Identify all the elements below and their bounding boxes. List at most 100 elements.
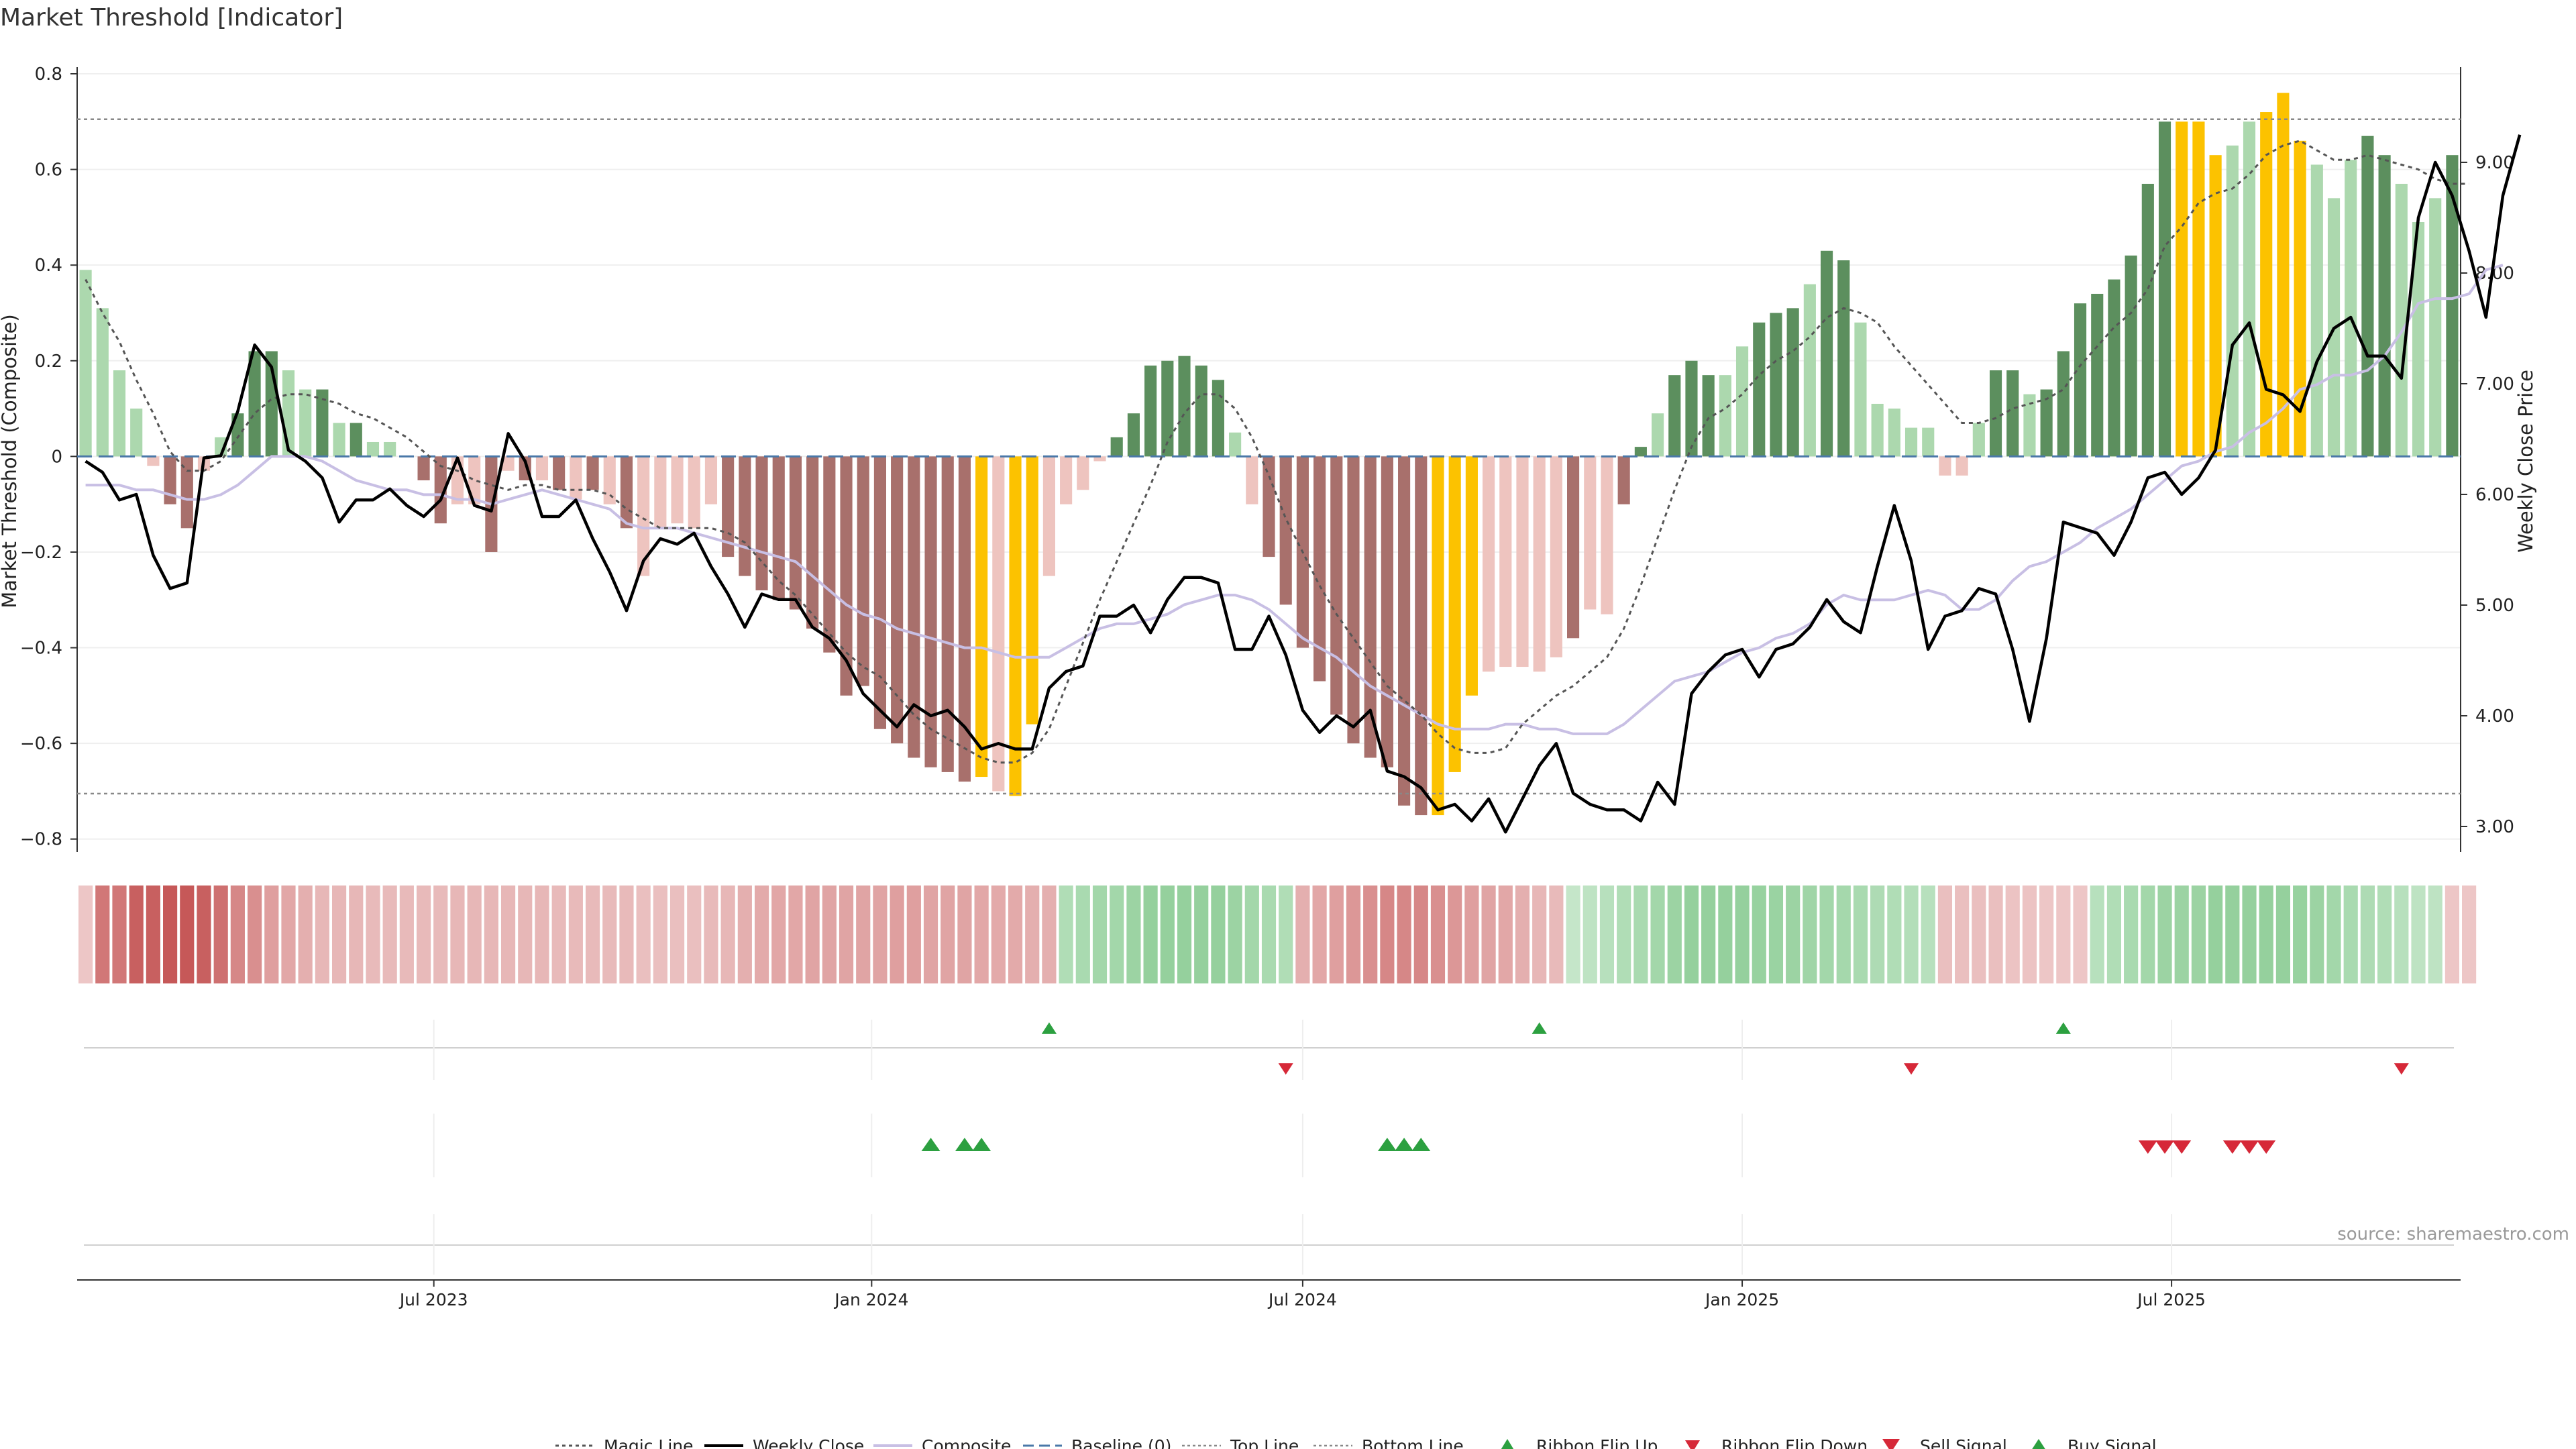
composite-bar	[586, 456, 599, 490]
composite-bar	[2006, 370, 2019, 457]
ribbon-cell	[1650, 885, 1665, 983]
ribbon-cell	[433, 885, 448, 983]
composite-bar	[2260, 112, 2273, 457]
legend-label: Baseline (0)	[1071, 1436, 1171, 1449]
composite-bar	[130, 409, 143, 457]
ribbon-cell	[1059, 885, 1073, 983]
source-note: source: sharemaestro.com	[2337, 1224, 2569, 1244]
y2-tick-label: 3.00	[2475, 817, 2514, 837]
ribbon-cell	[2005, 885, 2020, 983]
composite-bar	[722, 456, 735, 557]
signal-panel	[433, 1114, 2276, 1177]
ribbon-cell	[923, 885, 938, 983]
composite-bar	[1685, 360, 1698, 457]
ribbon-cell	[1143, 885, 1158, 983]
ribbon-cell	[349, 885, 364, 983]
composite-bar	[316, 389, 329, 457]
ribbon-cell	[484, 885, 498, 983]
composite-bar	[1432, 456, 1444, 816]
ribbon-cell	[1295, 885, 1310, 983]
composite-bar	[857, 456, 869, 686]
composite-bar	[1026, 456, 1038, 724]
composite-bar	[1398, 456, 1411, 806]
ribbon-cell	[416, 885, 431, 983]
ribbon-cell	[1498, 885, 1513, 983]
buy-signal-marker	[955, 1138, 974, 1151]
composite-bar	[789, 456, 802, 610]
composite-bar	[2277, 93, 2290, 457]
ribbon-cell	[2039, 885, 2054, 983]
y-tick-label: −0.2	[20, 543, 62, 563]
y-tick-label: −0.8	[20, 830, 62, 850]
y-tick-label: 0.2	[35, 352, 62, 372]
ribbon-cell	[2428, 885, 2443, 983]
composite-bar	[1837, 260, 1850, 457]
buy-signal-marker	[1395, 1138, 1414, 1151]
composite-bar	[1939, 456, 1951, 476]
composite-bar	[2412, 222, 2425, 457]
composite-bar	[96, 308, 109, 457]
composite-bar	[1483, 456, 1495, 672]
composite-bar	[603, 456, 616, 504]
ribbon-cell	[1921, 885, 1935, 983]
ribbon-cell	[1617, 885, 1631, 983]
ribbon-cell	[1701, 885, 1716, 983]
composite-bar	[2091, 293, 2104, 457]
ribbon-cell	[2310, 885, 2324, 983]
ribbon-cell	[1937, 885, 1953, 983]
ribbon-cell	[1566, 885, 1580, 983]
composite-bar	[2361, 136, 2374, 457]
ribbon-cell	[941, 885, 955, 983]
ribbon-cell	[1075, 885, 1090, 983]
ribbon-cell	[704, 885, 718, 983]
composite-bar	[1330, 456, 1343, 715]
ribbon-cell	[2056, 885, 2071, 983]
composite-bar	[1448, 456, 1461, 772]
ribbon-cell	[1312, 885, 1327, 983]
ribbon-cell	[737, 885, 752, 983]
ribbon-cell	[2157, 885, 2172, 983]
legend-flip-down-swatch	[1685, 1440, 1700, 1449]
ribbon-cell	[500, 885, 516, 983]
composite-bar	[873, 456, 887, 729]
ribbon-cell	[1887, 885, 1902, 983]
legend-flip-up-swatch	[1501, 1439, 1514, 1449]
ribbon-cell	[687, 885, 702, 983]
ribbon-cell	[1380, 885, 1395, 983]
y2-tick-label: 7.00	[2475, 374, 2514, 394]
ribbon-cell	[1972, 885, 1986, 983]
composite-bar	[1803, 284, 1816, 457]
legend-label: Top Line	[1230, 1436, 1299, 1449]
ribbon-cell	[856, 885, 871, 983]
ribbon-cell	[890, 885, 904, 983]
composite-bar	[535, 456, 549, 481]
ribbon-cell	[518, 885, 533, 983]
composite-bar	[1347, 456, 1360, 744]
ribbon-cell	[1279, 885, 1293, 983]
ribbon-cell	[366, 885, 380, 983]
ribbon-cell	[1025, 885, 1040, 983]
composite-bar	[941, 456, 954, 772]
legend-label: Composite	[922, 1436, 1011, 1449]
ribbon-cell	[1836, 885, 1851, 983]
sell-signal-marker	[2257, 1140, 2276, 1154]
ribbon-cell	[1735, 885, 1750, 983]
composite-bar	[434, 456, 447, 524]
composite-bar	[992, 456, 1005, 792]
ribbon-cell	[450, 885, 465, 983]
ribbon-cell	[906, 885, 921, 983]
ribbon-cell	[535, 885, 549, 983]
composite-bar	[1465, 456, 1478, 696]
composite-bar	[671, 456, 684, 524]
sell-signal-marker	[2240, 1140, 2259, 1154]
ribbon-cell	[1160, 885, 1175, 983]
ribbon-cell	[2275, 885, 2290, 983]
ribbon-cell	[399, 885, 414, 983]
ribbon-cell	[2293, 885, 2308, 983]
ribbon-cell	[1244, 885, 1259, 983]
composite-bar	[1786, 308, 1799, 457]
composite-bar	[502, 456, 515, 471]
composite-bar	[1178, 356, 1191, 457]
composite-bar	[840, 456, 853, 696]
legend-label: Sell Signal	[1920, 1436, 2007, 1449]
